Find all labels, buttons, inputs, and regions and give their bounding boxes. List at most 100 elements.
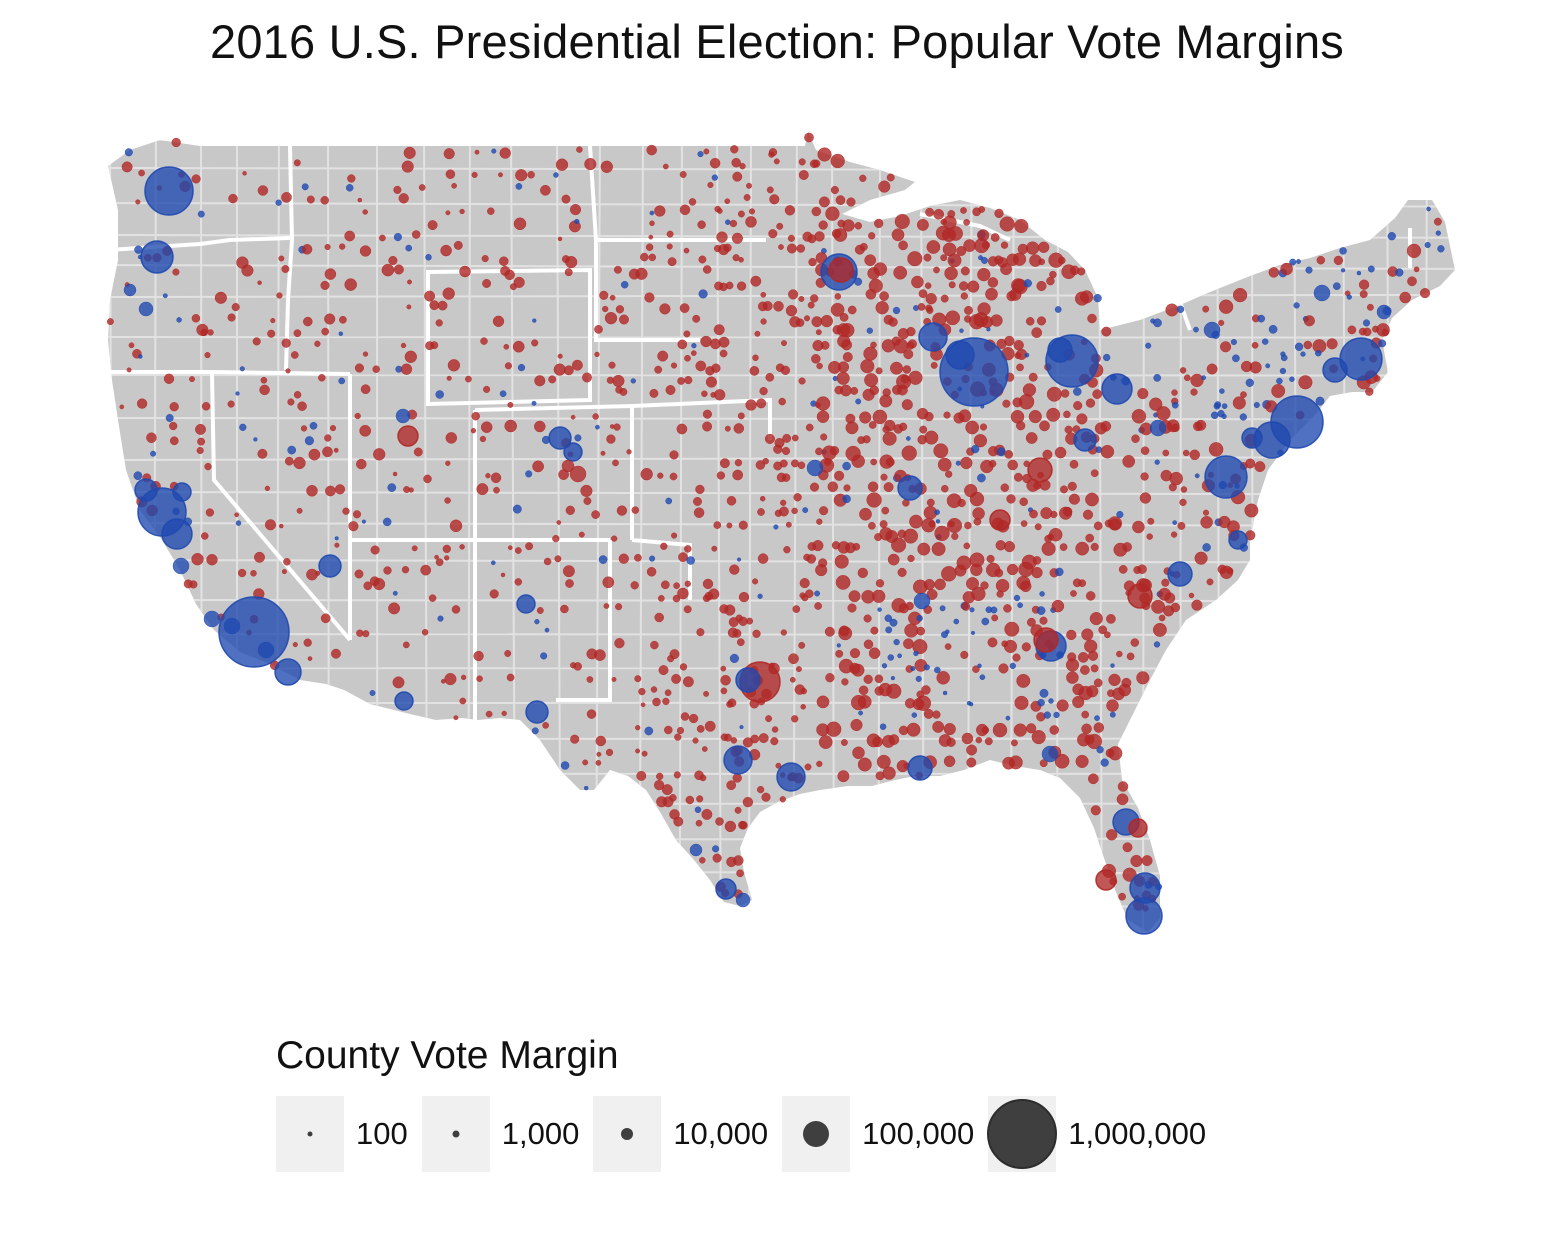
republican-margin-bubble bbox=[1191, 599, 1203, 611]
democrat-margin-bubble bbox=[123, 283, 137, 297]
republican-margin-bubble bbox=[427, 220, 438, 231]
republican-margin-bubble bbox=[459, 544, 465, 550]
republican-margin-bubble bbox=[292, 642, 298, 648]
democrat-margin-bubble bbox=[1214, 401, 1222, 409]
republican-margin-bubble bbox=[1089, 612, 1103, 626]
republican-margin-bubble bbox=[1433, 217, 1442, 226]
republican-margin-bubble bbox=[303, 638, 312, 647]
republican-margin-bubble bbox=[1028, 410, 1042, 424]
republican-margin-bubble bbox=[1048, 527, 1063, 542]
republican-margin-bubble bbox=[669, 450, 679, 460]
republican-margin-bubble bbox=[1170, 602, 1181, 613]
republican-margin-bubble bbox=[264, 519, 277, 531]
democrat-margin-bubble bbox=[235, 520, 242, 526]
republican-margin-bubble bbox=[977, 267, 991, 282]
republican-margin-bubble bbox=[570, 734, 580, 744]
republican-margin-bubble bbox=[1090, 664, 1099, 673]
republican-margin-bubble bbox=[250, 570, 257, 577]
democrat-margin-bubble bbox=[544, 627, 550, 633]
republican-margin-bubble bbox=[948, 226, 963, 241]
republican-margin-bubble bbox=[451, 182, 457, 189]
republican-margin-bubble bbox=[276, 292, 283, 299]
democrat-margin-bubble bbox=[915, 675, 922, 682]
republican-margin-bubble bbox=[975, 736, 983, 744]
republican-margin-bubble bbox=[965, 420, 980, 435]
republican-margin-bubble bbox=[678, 552, 688, 562]
democrat-margin-bubble bbox=[934, 509, 940, 516]
republican-margin-bubble bbox=[437, 300, 448, 311]
republican-margin-bubble bbox=[635, 267, 648, 280]
republican-margin-bubble bbox=[1025, 241, 1040, 255]
republican-margin-bubble bbox=[564, 268, 573, 277]
republican-margin-bubble bbox=[1060, 485, 1068, 494]
vote-margin-bubbles bbox=[106, 132, 1445, 935]
republican-margin-bubble bbox=[859, 174, 867, 182]
republican-margin-bubble bbox=[1116, 793, 1129, 806]
republican-margin-bubble bbox=[498, 172, 503, 178]
republican-margin-bubble bbox=[704, 720, 716, 732]
democrat-margin-bubble bbox=[165, 414, 174, 422]
democrat-margin-bubble bbox=[836, 643, 841, 648]
republican-margin-bubble bbox=[669, 472, 678, 481]
republican-margin-bubble bbox=[482, 279, 492, 288]
republican-margin-bubble bbox=[808, 257, 817, 267]
republican-margin-bubble bbox=[666, 243, 673, 250]
republican-margin-bubble bbox=[996, 590, 1004, 598]
republican-margin-bubble bbox=[1004, 335, 1015, 347]
republican-margin-bubble bbox=[1093, 678, 1103, 688]
republican-margin-bubble bbox=[850, 718, 863, 732]
republican-margin-bubble bbox=[635, 725, 641, 731]
democrat-margin-bubble bbox=[1437, 245, 1445, 253]
democrat-margin-bubble bbox=[977, 473, 986, 483]
legend: County Vote Margin 100 1,000 10,000 100,… bbox=[276, 1034, 1220, 1172]
republican-margin-bubble bbox=[695, 360, 707, 372]
republican-margin-bubble bbox=[126, 367, 132, 373]
democrat-margin-bubble bbox=[644, 726, 654, 736]
republican-margin-bubble bbox=[736, 638, 745, 647]
republican-margin-bubble bbox=[1131, 434, 1140, 443]
republican-margin-bubble bbox=[616, 505, 628, 516]
democrat-margin-bubble bbox=[1289, 258, 1297, 266]
republican-margin-bubble bbox=[500, 572, 506, 578]
republican-margin-bubble bbox=[594, 649, 606, 661]
republican-margin-bubble bbox=[560, 604, 569, 614]
republican-margin-bubble bbox=[757, 508, 765, 516]
legend-dot bbox=[307, 1131, 313, 1137]
republican-margin-bubble bbox=[339, 243, 346, 250]
republican-margin-bubble bbox=[970, 563, 983, 577]
republican-margin-bubble bbox=[845, 421, 859, 435]
republican-margin-bubble bbox=[207, 329, 214, 336]
republican-margin-bubble bbox=[1161, 578, 1170, 587]
republican-margin-bubble bbox=[671, 532, 678, 539]
democrat-margin-bubble bbox=[773, 524, 779, 530]
republican-margin-bubble bbox=[764, 433, 775, 444]
republican-margin-bubble bbox=[908, 370, 923, 385]
republican-margin-bubble bbox=[612, 459, 619, 467]
republican-margin-bubble bbox=[1127, 583, 1153, 609]
republican-margin-bubble bbox=[445, 210, 451, 216]
republican-margin-bubble bbox=[679, 303, 690, 313]
republican-margin-bubble bbox=[1007, 459, 1018, 471]
republican-margin-bubble bbox=[561, 194, 571, 204]
republican-margin-bubble bbox=[237, 568, 247, 578]
republican-margin-bubble bbox=[608, 361, 616, 369]
republican-margin-bubble bbox=[582, 372, 592, 383]
republican-margin-bubble bbox=[1249, 361, 1262, 374]
republican-margin-bubble bbox=[241, 264, 254, 277]
republican-margin-bubble bbox=[875, 301, 889, 315]
republican-margin-bubble bbox=[768, 148, 778, 157]
republican-margin-bubble bbox=[925, 207, 935, 217]
republican-margin-bubble bbox=[657, 350, 669, 362]
republican-margin-bubble bbox=[885, 457, 895, 467]
democrat-margin-bubble bbox=[1093, 293, 1102, 303]
republican-margin-bubble bbox=[471, 171, 478, 178]
republican-margin-bubble bbox=[1081, 723, 1092, 735]
republican-margin-bubble bbox=[602, 576, 615, 589]
republican-margin-bubble bbox=[857, 757, 872, 772]
county-line bbox=[108, 667, 1455, 670]
republican-margin-bubble bbox=[738, 257, 744, 263]
republican-margin-bubble bbox=[907, 251, 923, 267]
republican-margin-bubble bbox=[1358, 279, 1370, 290]
republican-margin-bubble bbox=[195, 423, 206, 435]
republican-margin-bubble bbox=[1168, 483, 1177, 492]
